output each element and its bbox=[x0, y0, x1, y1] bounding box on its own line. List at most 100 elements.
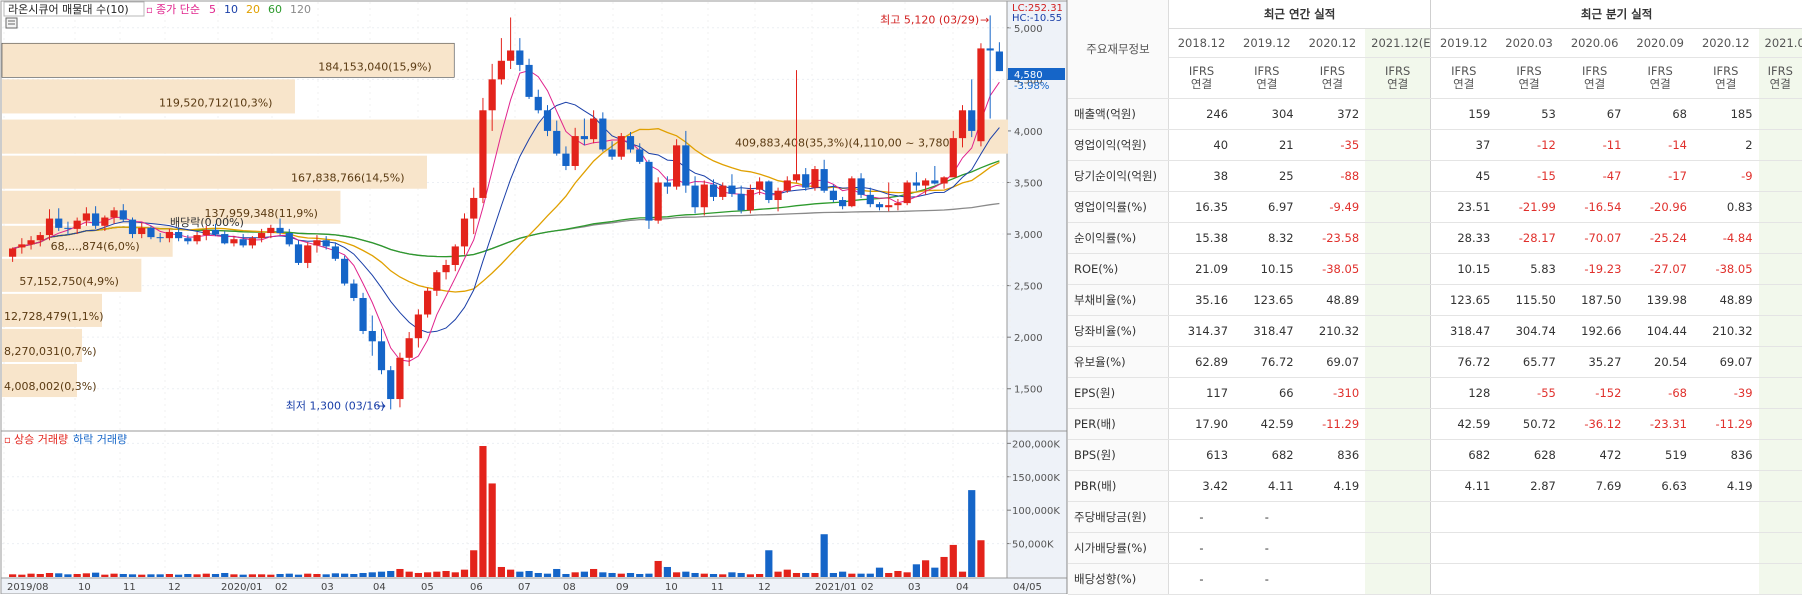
volume-bar bbox=[101, 574, 109, 577]
candle-body bbox=[248, 238, 256, 246]
candle-body bbox=[55, 218, 63, 228]
low-arrow-icon: → bbox=[377, 399, 386, 412]
chart-header: 라온시큐어 매물대 수(10) ▫ 종가 단순 5 10 20 60 120 bbox=[3, 1, 311, 29]
volume-bar bbox=[82, 573, 90, 577]
volume-bar bbox=[202, 573, 210, 577]
candle-body bbox=[396, 357, 404, 400]
volume-profile-label: 167,838,766(14,5%) bbox=[291, 172, 405, 185]
volume-bar bbox=[765, 550, 773, 577]
table-cell: 318.47 bbox=[1430, 315, 1497, 347]
volume-bar bbox=[92, 572, 100, 577]
volume-bar bbox=[18, 574, 26, 577]
table-row: 당기순이익(억원) 38 25 -88 45 -15 -47 -17 -9 bbox=[1068, 160, 1802, 192]
candle-body bbox=[636, 149, 644, 162]
candle-layer bbox=[9, 15, 1003, 410]
table-cell bbox=[1758, 129, 1802, 161]
table-cell: -11.29 bbox=[1299, 408, 1366, 440]
candle-body bbox=[912, 182, 920, 186]
volume-profile-label: 184,153,040(15,9%) bbox=[318, 60, 432, 73]
volume-bar bbox=[377, 571, 386, 577]
candle-body bbox=[507, 50, 515, 61]
table-cell: 25 bbox=[1234, 160, 1300, 192]
table-cell: 69.07 bbox=[1692, 346, 1759, 378]
volume-bar bbox=[341, 573, 349, 577]
financial-summary-panel: 주요재무정보 최근 연간 실적 최근 분기 실적 2018.12 2019.12 2… bbox=[1068, 0, 1802, 595]
candle-body bbox=[322, 240, 330, 247]
volume-profile-label: 8,270,031(0,7%) bbox=[4, 345, 97, 358]
volume-bar bbox=[673, 572, 681, 577]
volume-bar bbox=[645, 573, 653, 577]
stock-chart[interactable]: 184,153,040(15,9%) 119,520,712(10,3%) 409,… bbox=[0, 0, 1068, 595]
candle-body bbox=[525, 64, 533, 97]
candle-body bbox=[516, 50, 524, 65]
ma-legend-period: 5 bbox=[209, 3, 216, 16]
table-cell: 6.63 bbox=[1627, 470, 1693, 502]
table-cell: 21.09 bbox=[1167, 253, 1235, 285]
table-cell: -21.99 bbox=[1496, 191, 1562, 223]
table-cell: 682 bbox=[1430, 439, 1497, 471]
volume-bar bbox=[654, 560, 662, 577]
table-cell: 17.90 bbox=[1167, 408, 1235, 440]
ifrs-badge: IFRS 연결 bbox=[1496, 57, 1562, 99]
table-cell bbox=[1365, 563, 1431, 595]
grid-layer bbox=[2, 2, 1011, 577]
table-cell: -11 bbox=[1561, 129, 1628, 161]
chart-settings-icon[interactable] bbox=[5, 17, 18, 29]
candle-body bbox=[377, 341, 386, 371]
table-cell: -25.24 bbox=[1627, 222, 1693, 254]
time-tick-label: 04/05 bbox=[1013, 582, 1042, 593]
candle-body bbox=[709, 184, 718, 197]
candle-body bbox=[922, 180, 930, 186]
candle-body bbox=[276, 227, 284, 234]
candle-body bbox=[857, 178, 865, 195]
volume-bar bbox=[811, 572, 819, 577]
period-header: 2019.12 bbox=[1430, 28, 1497, 58]
volume-profile-bar bbox=[2, 155, 427, 189]
candle-body bbox=[940, 177, 948, 184]
volume-bar bbox=[396, 568, 404, 577]
candle-body bbox=[811, 169, 819, 188]
table-cell bbox=[1692, 532, 1759, 564]
volume-bar bbox=[820, 534, 828, 577]
candle-body bbox=[442, 264, 450, 273]
table-cell: - bbox=[1234, 501, 1300, 533]
volume-bar bbox=[267, 574, 275, 577]
volume-bar bbox=[580, 571, 588, 577]
volume-bar bbox=[709, 573, 718, 577]
table-cell: 104.44 bbox=[1627, 315, 1693, 347]
table-cell: 10.15 bbox=[1234, 253, 1300, 285]
candle-body bbox=[147, 227, 155, 238]
volume-bar bbox=[977, 540, 985, 577]
table-cell: 210.32 bbox=[1299, 315, 1366, 347]
candle-body bbox=[553, 130, 561, 154]
volume-bar bbox=[571, 572, 579, 577]
candle-body bbox=[258, 233, 266, 239]
table-cell: 682 bbox=[1234, 439, 1300, 471]
candle-body bbox=[36, 235, 44, 241]
candle-body bbox=[239, 239, 247, 246]
ma-legend-period: 120 bbox=[290, 3, 311, 16]
volume-bar bbox=[663, 566, 671, 577]
table-cell bbox=[1692, 501, 1759, 533]
candle-body bbox=[221, 234, 229, 244]
candle-body bbox=[387, 370, 395, 400]
volume-bar bbox=[728, 572, 736, 577]
time-tick-label: 06 bbox=[470, 582, 483, 593]
volume-bar bbox=[488, 483, 496, 577]
volume-bar bbox=[331, 573, 339, 577]
volume-profile-label: 57,152,750(4,9%) bbox=[19, 275, 119, 288]
time-tick-label: 03 bbox=[321, 582, 334, 593]
candle-body bbox=[534, 96, 542, 111]
table-row: PBR(배) 3.42 4.11 4.19 4.11 2.87 7.69 6.63 4.19 bbox=[1068, 470, 1802, 502]
candle-body bbox=[700, 184, 708, 208]
row-label: PER(배) bbox=[1068, 408, 1169, 440]
table-cell bbox=[1627, 563, 1693, 595]
price-tick-label: 5,000 bbox=[1014, 24, 1043, 35]
table-cell: 35.27 bbox=[1561, 346, 1628, 378]
candle-body bbox=[599, 118, 607, 150]
volume-bar bbox=[55, 573, 63, 577]
volume-bar bbox=[128, 574, 137, 577]
table-cell: - bbox=[1234, 532, 1300, 564]
row-label: 순이익률(%) bbox=[1068, 222, 1169, 254]
candle-body bbox=[470, 197, 478, 219]
